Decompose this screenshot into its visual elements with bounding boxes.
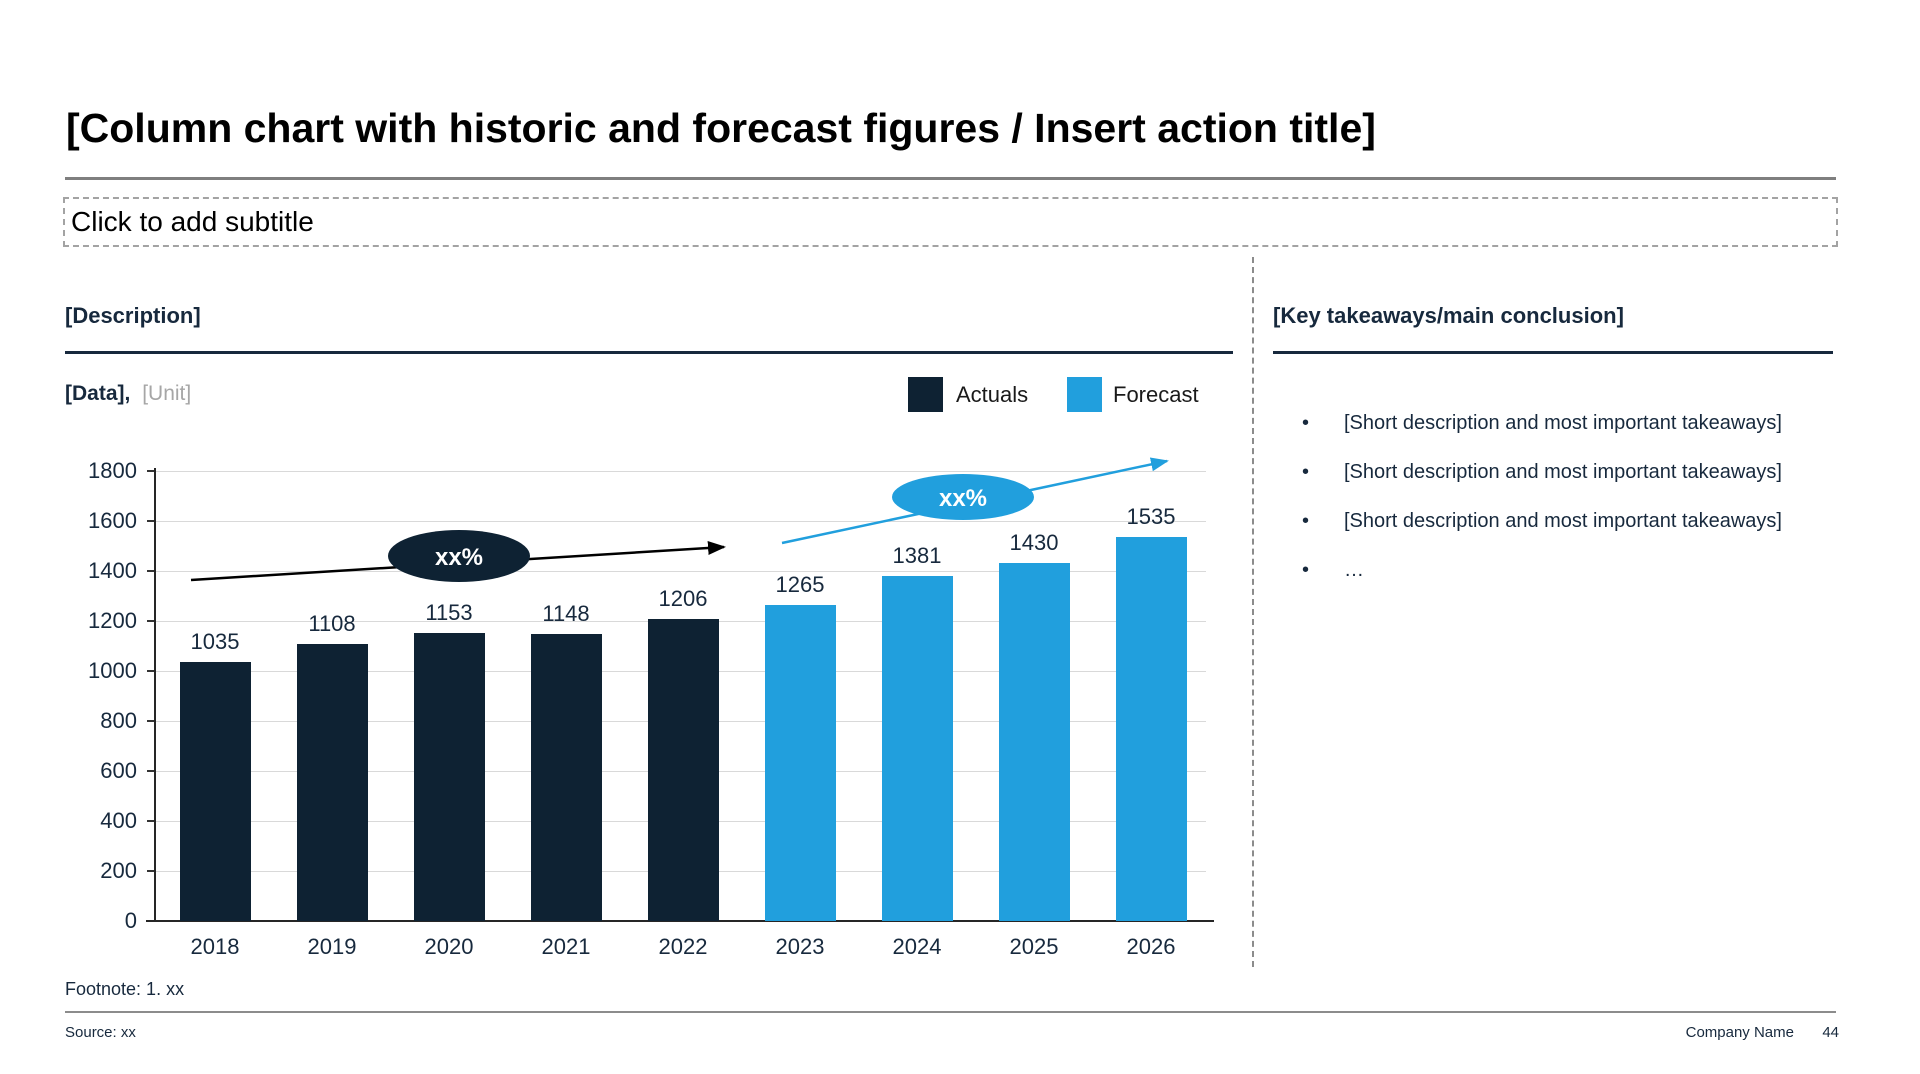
description-divider	[65, 351, 1233, 354]
y-tick-1600	[147, 520, 156, 522]
y-axis-label-1000: 1000	[88, 658, 137, 683]
legend-swatch-actuals	[908, 377, 943, 412]
y-tick-800	[147, 720, 156, 722]
unit-label: [Unit]	[142, 382, 192, 405]
y-axis-label-1400: 1400	[88, 558, 137, 583]
y-axis-label-1200: 1200	[88, 608, 137, 633]
x-axis-label-2022: 2022	[658, 934, 708, 959]
forecast-growth-badge[interactable]	[892, 474, 1034, 520]
y-axis-label-1600: 1600	[88, 508, 137, 533]
takeaways-heading: [Key takeaways/main conclusion]	[1273, 303, 1624, 328]
y-axis-label-400: 400	[100, 808, 137, 833]
y-axis-label-800: 800	[100, 708, 137, 733]
x-axis-label-2018: 2018	[190, 934, 240, 959]
panel-divider	[1252, 257, 1254, 967]
gridline-1600	[156, 520, 1206, 522]
source: Source: xx	[65, 1024, 136, 1041]
bar-2021-actuals[interactable]	[531, 634, 602, 921]
bar-2026-forecast[interactable]	[1116, 537, 1187, 921]
bar-2018-actuals[interactable]	[180, 662, 251, 921]
value-label-2024: 1381	[892, 543, 942, 568]
value-label-2023: 1265	[775, 572, 825, 597]
takeaway-item-1: [Short description and most important ta…	[1296, 407, 1826, 440]
y-axis-label-0: 0	[124, 908, 137, 933]
gridline-1800	[156, 470, 1206, 472]
title-divider	[65, 177, 1836, 180]
y-tick-400	[147, 820, 156, 822]
y-axis-label-1800: 1800	[88, 458, 137, 483]
legend-label-forecast: Forecast	[1113, 382, 1199, 407]
takeaway-item-2: [Short description and most important ta…	[1296, 456, 1826, 489]
value-label-2025: 1430	[1009, 530, 1059, 555]
takeaways-divider	[1273, 351, 1833, 354]
chart-axis-title: [Data], [Unit]	[65, 382, 191, 406]
bar-2022-actuals[interactable]	[648, 619, 719, 921]
value-label-2022: 1206	[658, 586, 708, 611]
subtitle-placeholder-text: Click to add subtitle	[71, 206, 314, 237]
y-axis-label-200: 200	[100, 858, 137, 883]
y-tick-1400	[147, 570, 156, 572]
x-axis-label-2026: 2026	[1126, 934, 1176, 959]
legend-label-actuals: Actuals	[956, 382, 1029, 407]
bar-2020-actuals[interactable]	[414, 633, 485, 921]
value-label-2026: 1535	[1126, 504, 1176, 529]
y-axis-label-600: 600	[100, 758, 137, 783]
bar-2025-forecast[interactable]	[999, 563, 1070, 921]
page-number: 44	[1822, 1024, 1839, 1041]
slide-title: [Column chart with historic and forecast…	[66, 105, 1376, 151]
takeaway-item-4: …	[1296, 554, 1826, 587]
y-tick-200	[147, 870, 156, 872]
actuals-growth-badge[interactable]	[388, 530, 530, 582]
y-tick-1200	[147, 620, 156, 622]
subtitle-placeholder[interactable]: Click to add subtitle	[63, 197, 1838, 247]
legend-swatch-forecast	[1067, 377, 1102, 412]
value-label-2019: 1108	[308, 611, 356, 636]
value-label-2021: 1148	[542, 601, 590, 626]
description-heading: [Description]	[65, 303, 201, 328]
y-tick-1800	[147, 470, 156, 472]
bar-2019-actuals[interactable]	[297, 644, 368, 921]
x-axis-label-2023: 2023	[775, 934, 825, 959]
takeaways-list: [Short description and most important ta…	[1296, 407, 1826, 603]
value-label-2018: 1035	[190, 629, 240, 654]
x-axis-label-2019: 2019	[307, 934, 357, 959]
y-axis-line	[154, 468, 156, 922]
x-axis-label-2021: 2021	[541, 934, 591, 959]
x-axis-label-2025: 2025	[1009, 934, 1059, 959]
company-name: Company Name	[1685, 1024, 1794, 1041]
x-axis-line	[146, 920, 1214, 922]
y-tick-1000	[147, 670, 156, 672]
x-axis-label-2024: 2024	[892, 934, 942, 959]
bar-2024-forecast[interactable]	[882, 576, 953, 921]
footer-divider	[65, 1011, 1836, 1013]
data-label: [Data],	[65, 382, 131, 405]
footnote: Footnote: 1. xx	[65, 979, 185, 999]
y-tick-600	[147, 770, 156, 772]
bar-2023-forecast[interactable]	[765, 605, 836, 921]
x-axis-label-2020: 2020	[424, 934, 474, 959]
value-label-2020: 1153	[425, 600, 473, 625]
takeaway-item-3: [Short description and most important ta…	[1296, 505, 1826, 538]
